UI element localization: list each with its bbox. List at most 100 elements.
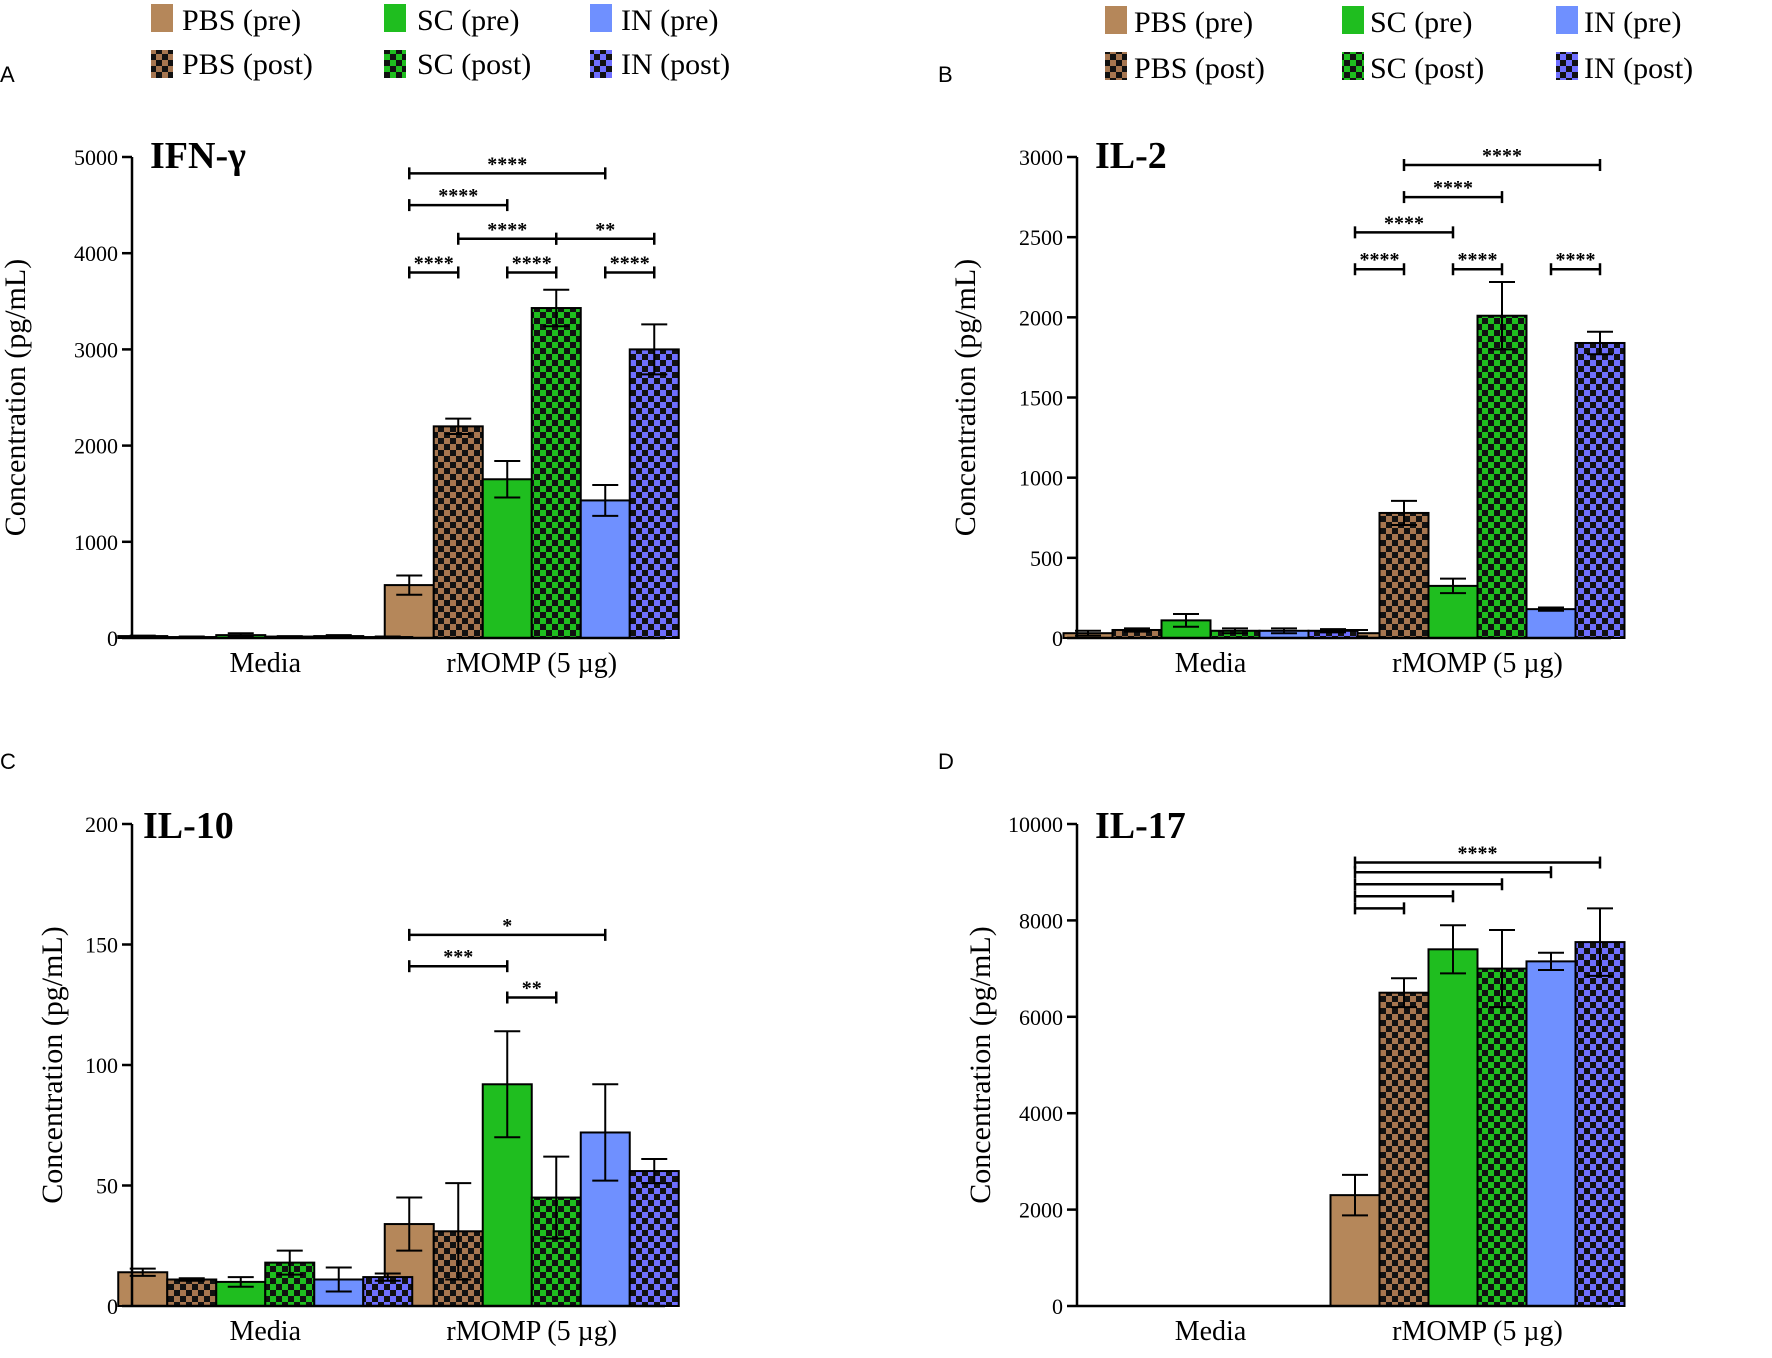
significance-label: **** xyxy=(1360,249,1400,271)
error-bar-in-pre-media xyxy=(325,1266,352,1293)
error-bar-pbs-post-rmomp-5-g xyxy=(445,1182,472,1281)
y-tick-label: 6000 xyxy=(1019,1005,1063,1030)
significance-bracket xyxy=(1353,878,1504,891)
panel-letter-b: B xyxy=(938,62,953,87)
bar-sc-post-rmomp-5-g xyxy=(530,307,582,639)
y-tick-label: 0 xyxy=(107,1294,118,1319)
y-tick-label: 100 xyxy=(85,1053,118,1078)
y-tick-label: 4000 xyxy=(1019,1101,1063,1126)
significance-bracket xyxy=(1402,191,1504,204)
x-category-label: rMOMP (5 µg) xyxy=(1392,648,1563,679)
legend-label-in-post-b: IN (post) xyxy=(1584,52,1693,85)
bar-sc-pre-rmomp-5-g xyxy=(481,478,533,639)
significance-bracket xyxy=(408,928,607,941)
legend-swatch-pbs-pre xyxy=(151,4,173,32)
y-tick-label: 0 xyxy=(1052,626,1063,651)
error-bar-pbs-post-rmomp-5-g xyxy=(445,417,472,436)
y-tick-label: 1500 xyxy=(1019,386,1063,411)
x-category-label: rMOMP (5 µg) xyxy=(446,1316,617,1347)
x-category-label: Media xyxy=(229,1316,301,1347)
significance-label: * xyxy=(502,915,512,937)
significance-bracket xyxy=(1353,263,1406,276)
significance-label: **** xyxy=(1458,249,1498,271)
significance-label: **** xyxy=(438,185,478,207)
y-tick-label: 0 xyxy=(1052,1294,1063,1319)
error-bar-in-post-rmomp-5-g xyxy=(1587,907,1613,977)
y-tick-label: 2000 xyxy=(1019,1198,1063,1223)
legend-swatch-in-pre-b xyxy=(1556,6,1578,34)
y-tick-label: 10000 xyxy=(1008,812,1063,837)
y-tick-label: 5000 xyxy=(74,145,118,170)
error-bar-in-pre-rmomp-5-g xyxy=(592,1083,619,1182)
error-bar-sc-post-media xyxy=(1222,627,1248,635)
error-bar-sc-post-rmomp-5-g xyxy=(543,288,570,328)
legend-label-sc-post: SC (post) xyxy=(417,48,531,81)
y-tick-label: 4000 xyxy=(74,241,118,266)
significance-label: **** xyxy=(487,153,527,175)
bar-in-pre-rmomp-5-g xyxy=(579,499,631,639)
significance-bracket xyxy=(408,167,607,180)
legend-swatch-pbs-pre-b xyxy=(1105,6,1127,34)
y-tick-label: 1000 xyxy=(1019,466,1063,491)
error-bar-pbs-pre-media xyxy=(129,1267,156,1277)
legend-swatch-in-post-b xyxy=(1556,52,1578,80)
y-tick-label: 150 xyxy=(85,933,118,958)
x-category-label: Media xyxy=(229,648,301,679)
legend-swatch-sc-pre-b xyxy=(1342,6,1364,34)
significance-bracket xyxy=(408,960,509,973)
legend-label-sc-post-b: SC (post) xyxy=(1370,52,1484,85)
error-bar-sc-pre-media xyxy=(227,1276,254,1288)
error-bar-in-pre-media xyxy=(1271,627,1297,635)
significance-bracket xyxy=(1353,866,1553,879)
legend-label-pbs-post-b: PBS (post) xyxy=(1134,52,1265,85)
y-tick-label: 1000 xyxy=(74,530,118,555)
error-bar-sc-post-media xyxy=(276,1249,303,1276)
legend-swatch-pbs-post xyxy=(151,50,173,78)
significance-bracket xyxy=(555,232,656,245)
y-tick-label: 3000 xyxy=(1019,145,1063,170)
error-bar-in-post-media xyxy=(1320,628,1346,634)
significance-label: ** xyxy=(522,978,542,1000)
bar-in-post-rmomp-5-g xyxy=(628,1170,680,1308)
y-axis-label: Concentration (pg/mL) xyxy=(36,926,69,1203)
legend-label-sc-pre-b: SC (pre) xyxy=(1370,6,1472,39)
legend-label-pbs-post: PBS (post) xyxy=(182,48,313,81)
chart-panel-il-10: IL-10 Concentration (pg/mL) 0 50 100 150 200 Me… xyxy=(36,805,680,1347)
panel-letter-d: D xyxy=(938,749,954,774)
error-bar-sc-post-rmomp-5-g xyxy=(1489,281,1515,351)
x-category-label: Media xyxy=(1175,1316,1247,1347)
error-bar-in-pre-rmomp-5-g xyxy=(1538,951,1564,972)
legend-swatch-pbs-post-b xyxy=(1105,52,1127,80)
legend-swatch-in-post xyxy=(590,50,612,78)
error-bar-sc-pre-rmomp-5-g xyxy=(1440,577,1466,595)
significance-bracket xyxy=(1353,226,1455,239)
y-tick-label: 8000 xyxy=(1019,908,1063,933)
bar-in-post-rmomp-5-g xyxy=(1574,341,1626,639)
significance-bracket xyxy=(1451,263,1504,276)
x-category-label: Media xyxy=(1175,648,1247,679)
significance-label: **** xyxy=(1482,145,1522,167)
error-bar-pbs-post-media xyxy=(178,1277,205,1282)
error-bar-in-post-rmomp-5-g xyxy=(641,323,668,376)
y-axis-label: Concentration (pg/mL) xyxy=(964,926,997,1203)
significance-bracket xyxy=(506,266,558,279)
significance-bracket xyxy=(1353,890,1455,903)
legend-swatch-sc-post-b xyxy=(1342,52,1364,80)
error-bar-in-post-rmomp-5-g xyxy=(641,1157,668,1185)
significance-label: **** xyxy=(1556,249,1596,271)
bar-sc-pre-rmomp-5-g xyxy=(1427,584,1479,639)
significance-bracket xyxy=(1353,902,1406,915)
error-bar-pbs-pre-media xyxy=(129,634,156,638)
legend-label-in-pre-b: IN (pre) xyxy=(1584,6,1681,39)
legend-label-sc-pre: SC (pre) xyxy=(417,4,519,37)
bar-pbs-pre-media xyxy=(117,1271,169,1308)
significance-label: **** xyxy=(1384,212,1424,234)
error-bar-in-post-rmomp-5-g xyxy=(1587,330,1613,356)
error-bar-sc-pre-rmomp-5-g xyxy=(494,459,521,499)
significance-bracket xyxy=(1549,263,1602,276)
panel-letter-a: A xyxy=(0,62,15,87)
y-tick-label: 2000 xyxy=(1019,305,1063,330)
error-bar-pbs-post-rmomp-5-g xyxy=(1391,499,1417,526)
bar-sc-post-rmomp-5-g xyxy=(1476,967,1528,1307)
